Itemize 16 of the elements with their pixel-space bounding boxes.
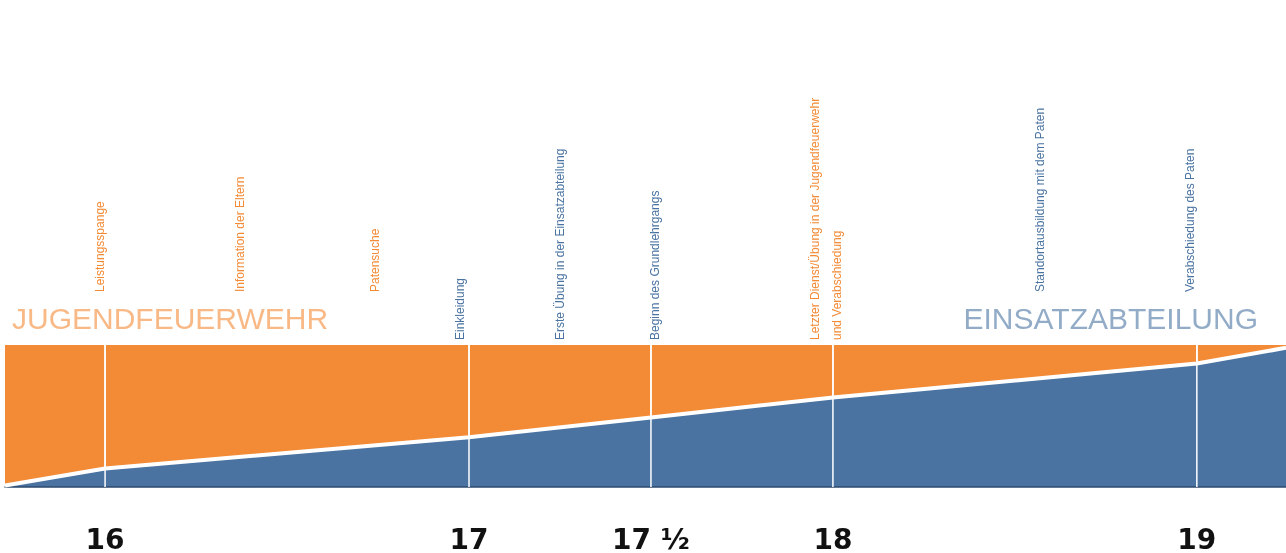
series-label: EINSATZABTEILUNG (963, 301, 1258, 335)
x-tick-label: 19 (1177, 522, 1217, 553)
text: Standortausbildung mit dem Paten (1033, 107, 1047, 292)
text: Beginn des Grundlehrgangs (648, 190, 662, 340)
text: Information der Eltern (233, 176, 247, 292)
text: Erste Übung in der Einsatzabteilung (553, 148, 567, 340)
text: Letzter Dienst/Übung in der Jugendfeuerwehr und Verabschiedung (808, 97, 844, 340)
x-tick-label: 16 (85, 522, 125, 553)
text: Verabschiedung des Paten (1183, 148, 1197, 292)
series-label: JUGENDFEUERWEHR (12, 301, 329, 335)
x-tick-label: 17 ½ (612, 522, 690, 553)
text: Einkleidung (453, 277, 467, 340)
text: Leistungsspange (93, 200, 107, 292)
text: Patensuche (368, 228, 382, 292)
x-tick-label: 18 (813, 522, 853, 553)
x-tick-label: 17 (449, 522, 489, 553)
